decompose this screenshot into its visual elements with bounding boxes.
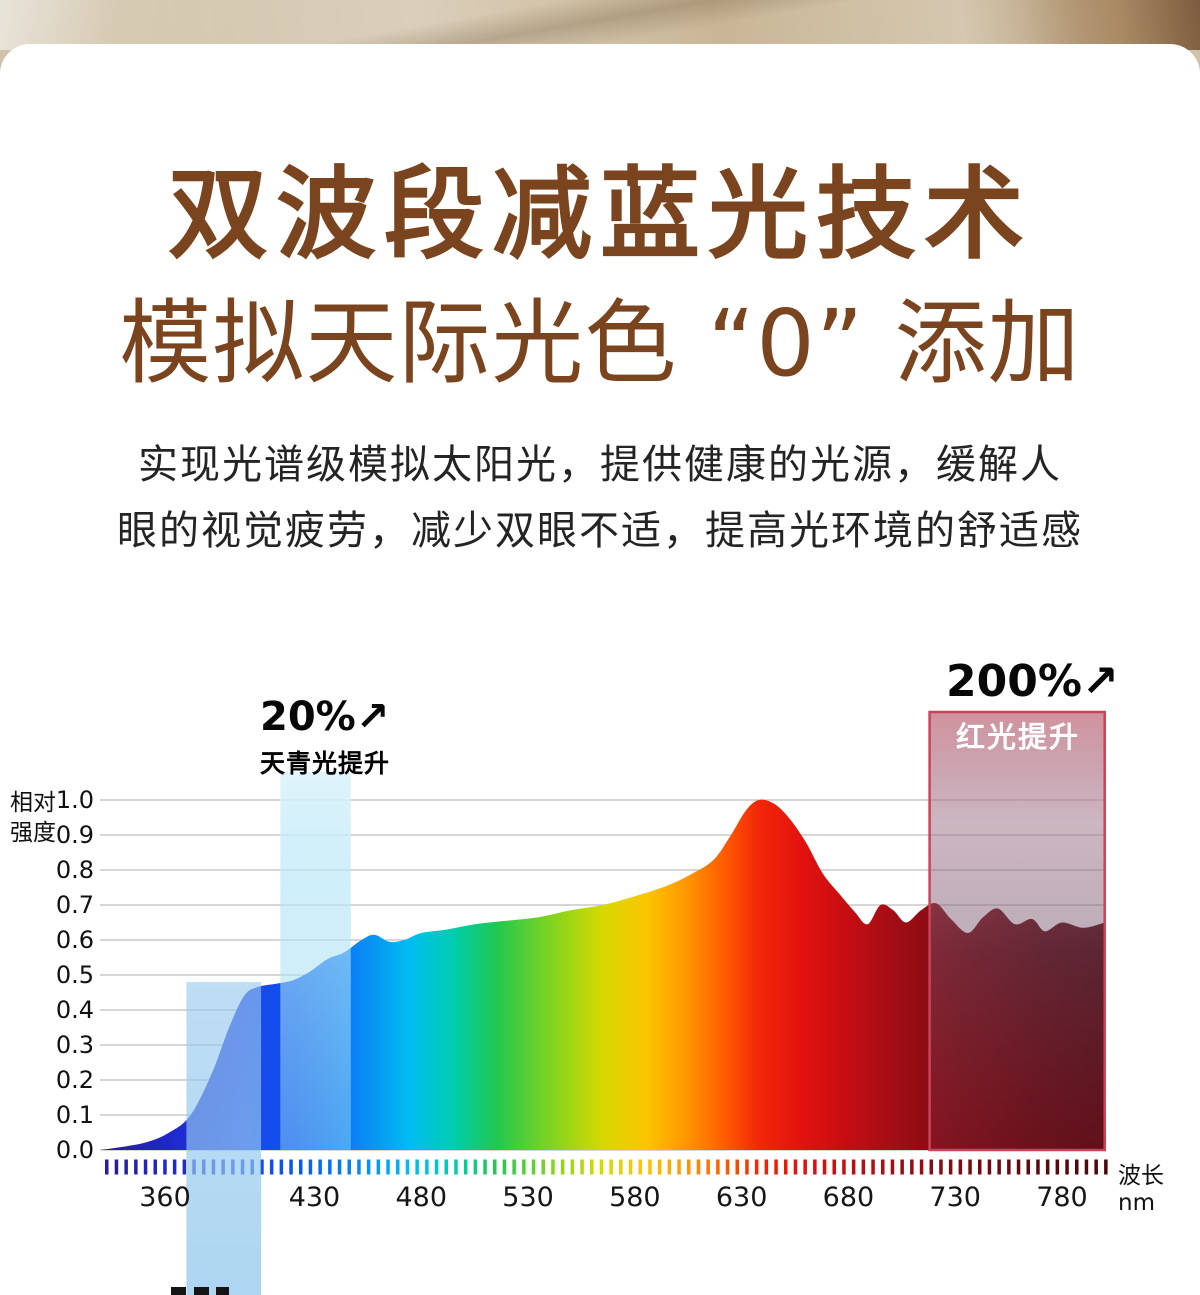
spectrum-area [100,799,1106,1150]
red-boost-percent: 200%↗ [946,656,1119,707]
x-tick-label: 680 [822,1182,875,1213]
annotation-cyan-boost: 20%↗ 天青光提升 [260,697,390,780]
description-line-1: 实现光谱级模拟太阳光，提供健康的光源，缓解人 [138,442,1062,488]
red-band-highlight [928,710,1106,1152]
cyan-band-highlight [280,772,351,1150]
x-axis-unit-label: 波长nm [1118,1163,1164,1216]
y-axis-title: 相对 强度 [10,790,56,846]
y-tick-label: 0.9 [55,821,94,849]
red-boost-label: 红光提升 [956,720,1081,754]
y-tick-label: 0.7 [55,891,94,919]
page-title: 双波段减蓝光技术 [168,156,1032,273]
y-tick-label: 0.6 [55,926,94,954]
x-tick-label: 780 [1036,1182,1088,1213]
x-tick-label: 530 [502,1182,554,1213]
up-arrow-icon: ↗ [355,694,390,740]
y-tick-label: 0.0 [55,1136,94,1164]
spectrum-chart [100,710,1110,1295]
description-text: 实现光谱级模拟太阳光，提供健康的光源，缓解人 眼的视觉疲劳，减少双眼不适，提高光… [0,432,1200,564]
y-tick-label: 0.1 [55,1101,94,1129]
up-arrow-icon: ↗ [1081,656,1119,707]
y-tick-label: 0.5 [55,961,94,989]
blue-band-highlight [186,982,262,1295]
x-tick-label: 730 [929,1182,981,1213]
cutoff-text-fragment [194,1287,209,1295]
header-photo-strip [0,0,1200,50]
y-tick-label: 0.3 [55,1031,94,1059]
cyan-boost-label: 天青光提升 [260,749,391,778]
x-tick-label: 360 [139,1182,191,1213]
x-tick-label: 480 [395,1182,448,1213]
description-line-2: 眼的视觉疲劳，减少双眼不适，提高光环境的舒适感 [117,508,1083,554]
x-tick-label: 580 [609,1182,661,1213]
cutoff-text-fragment [216,1287,229,1295]
cutoff-text-fragment [171,1287,186,1295]
y-tick-label: 0.8 [55,856,94,884]
page-subtitle: 模拟天际光色 “0” 添加 [119,290,1081,397]
annotation-red-boost: 200%↗ [946,660,1119,704]
y-tick-label: 0.2 [55,1066,94,1094]
y-tick-label: 0.4 [55,996,94,1024]
cyan-boost-percent: 20%↗ [260,694,390,740]
x-tick-label: 630 [715,1182,768,1213]
x-tick-label: 430 [288,1182,341,1213]
y-tick-label: 1.0 [55,786,94,814]
